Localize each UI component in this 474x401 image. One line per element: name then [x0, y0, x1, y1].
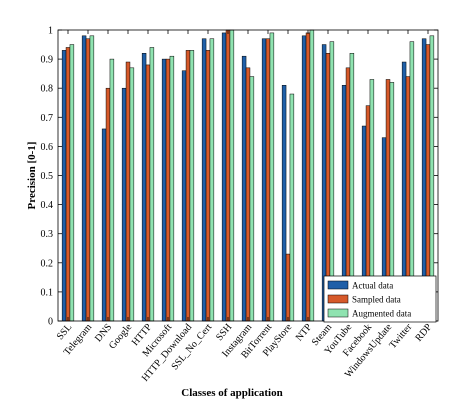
bar-actual-data-google [121, 87, 127, 322]
bar-actual-data-http [141, 53, 147, 322]
legend-label-sampled-data: Sampled data [352, 295, 401, 305]
bar-sampled-data-telegram [85, 38, 91, 322]
y-tick-label: 0.7 [41, 113, 54, 124]
x-tick-label: RDP [413, 322, 434, 344]
y-tick-label: 0.3 [41, 229, 54, 240]
bar-augmented-data-ntp [309, 29, 315, 322]
legend-swatch-sampled-data [327, 294, 349, 304]
y-tick-labels: 0 0.1 0.2 0.3 0.4 0.5 0.6 0.7 0.8 0.9 1 [41, 26, 54, 328]
y-tick-label: 1 [48, 26, 53, 37]
bar-sampled-data-ntp [305, 32, 311, 322]
legend: Actual data Sampled data Augmented data [323, 275, 437, 323]
bar-augmented-data-microsoft [169, 55, 175, 322]
bar-augmented-data-google [129, 67, 135, 322]
legend-swatch-actual-data [327, 280, 349, 290]
bar-sampled-data-google [125, 61, 131, 322]
bar-sampled-data-ssl_no_cert [205, 50, 211, 322]
bar-augmented-data-telegram [89, 35, 95, 322]
bar-actual-data-ssh [221, 32, 227, 322]
x-tick-label: Twitter [387, 321, 414, 351]
legend-swatch-augmented-data [327, 308, 349, 318]
bar-augmented-data-http [149, 47, 155, 322]
x-axis-title: Classes of application [181, 387, 282, 399]
bar-sampled-data-ssl [65, 47, 71, 322]
y-tick-label: 0.4 [41, 200, 54, 211]
bar-augmented-data-ssl_no_cert [209, 38, 215, 322]
bar-sampled-data-http [145, 64, 151, 322]
y-axis-title: Precision [0-1] [26, 142, 38, 210]
y-tick-label: 0.2 [41, 258, 54, 269]
bar-sampled-data-ssh [225, 29, 231, 322]
y-tick-label: 0.8 [41, 84, 54, 95]
y-tick-label: 0.1 [41, 287, 54, 298]
bar-augmented-data-ssh [229, 29, 235, 322]
bar-sampled-data-instagram [245, 67, 251, 322]
legend-label-actual-data: Actual data [352, 281, 393, 291]
bar-actual-data-playstore [281, 85, 287, 322]
legend-label-augmented-data: Augmented data [352, 309, 411, 319]
bar-augmented-data-instagram [249, 76, 255, 322]
x-tick-label: Google [107, 321, 135, 351]
bar-actual-data-dns [101, 128, 107, 322]
axes-group [57, 29, 439, 322]
y-tick-label: 0.9 [41, 55, 54, 66]
bar-sampled-data-dns [105, 87, 111, 322]
bar-augmented-data-bittorrent [269, 32, 275, 322]
y-tick-label: 0.5 [41, 171, 54, 182]
bar-actual-data-ssl [61, 50, 67, 322]
bar-actual-data-telegram [81, 35, 87, 322]
bar-actual-data-http_download [181, 70, 187, 322]
bar-augmented-data-playstore [289, 93, 295, 322]
bar-sampled-data-playstore [285, 253, 291, 322]
y-tick-label: 0 [48, 317, 53, 328]
x-tick-labels: SSLTelegramDNSGoogleHTTPMicrosoftHTTP_Do… [55, 321, 435, 383]
bar-actual-data-ssl_no_cert [201, 38, 207, 322]
bar-actual-data-ntp [301, 35, 307, 322]
bar-augmented-data-dns [109, 58, 115, 322]
bar-augmented-data-ssl [69, 44, 75, 322]
bar-actual-data-microsoft [161, 58, 167, 322]
bar-augmented-data-http_download [189, 50, 195, 322]
bar-actual-data-bittorrent [261, 38, 267, 322]
bar-sampled-data-http_download [185, 50, 191, 322]
bar-sampled-data-microsoft [165, 58, 171, 322]
bar-sampled-data-bittorrent [265, 38, 271, 322]
bar-actual-data-instagram [241, 55, 247, 322]
y-tick-label: 0.6 [41, 142, 54, 153]
